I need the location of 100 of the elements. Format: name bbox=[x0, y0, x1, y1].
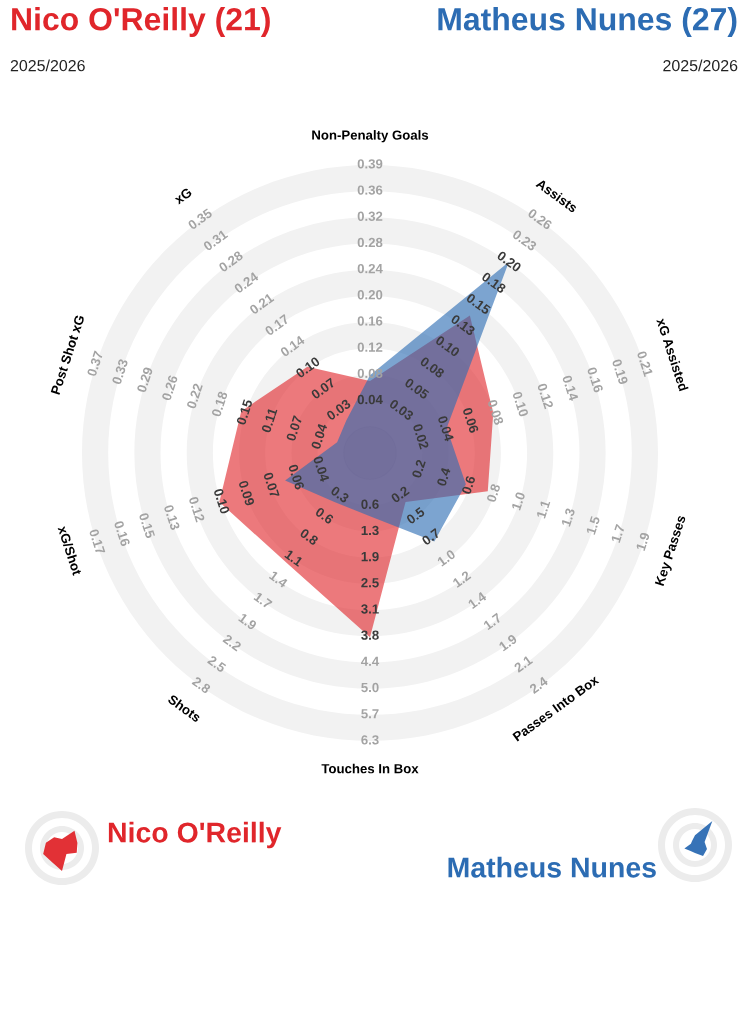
text: 1.7 bbox=[483, 612, 503, 631]
text: 0.18 bbox=[211, 390, 228, 418]
text: 2.1 bbox=[513, 655, 534, 673]
text: 0.21 bbox=[248, 292, 275, 315]
text: 0.4 bbox=[436, 466, 451, 487]
text: 0.13 bbox=[450, 313, 476, 337]
text: 0.10 bbox=[295, 356, 321, 379]
text: 2.2 bbox=[222, 633, 242, 652]
text: 0.11 bbox=[261, 407, 278, 434]
spoke-label: Touches In Box bbox=[321, 763, 419, 774]
text: 0.16 bbox=[586, 366, 604, 394]
spoke-label: Post Shot xG bbox=[50, 314, 85, 395]
text: 0.04 bbox=[437, 415, 455, 442]
text: 0.02 bbox=[412, 423, 430, 450]
text: 0.06 bbox=[288, 463, 305, 491]
text: 4.4 bbox=[361, 656, 380, 666]
text: 2.4 bbox=[528, 676, 549, 694]
text: 1.9 bbox=[238, 612, 258, 631]
text: 1.9 bbox=[498, 633, 518, 652]
text: 0.28 bbox=[357, 237, 383, 248]
text: 0.32 bbox=[357, 211, 383, 221]
text: 2.5 bbox=[361, 578, 379, 588]
text: 0.3 bbox=[330, 485, 350, 504]
text: 0.15 bbox=[138, 512, 156, 539]
text: 0.04 bbox=[313, 455, 330, 483]
text: 0.19 bbox=[611, 358, 629, 385]
text: 0.7 bbox=[421, 528, 441, 546]
text: 0.37 bbox=[86, 350, 104, 377]
text: 2025/2026 bbox=[663, 59, 738, 72]
text: 0.2 bbox=[390, 485, 410, 504]
text: 1.7 bbox=[253, 591, 273, 610]
text: Matheus Nunes (27) bbox=[438, 7, 737, 37]
text: 1.4 bbox=[268, 570, 289, 589]
text: 1.5 bbox=[586, 515, 601, 535]
text: Matheus Nunes bbox=[448, 856, 656, 878]
text: 0.39 bbox=[357, 159, 383, 169]
text: 0.14 bbox=[279, 335, 306, 358]
text: 0.6 bbox=[361, 499, 379, 509]
text: 0.29 bbox=[136, 366, 154, 393]
text: 1.7 bbox=[611, 523, 625, 543]
text: 0.12 bbox=[537, 382, 554, 410]
legend-label: Nico O'Reilly bbox=[108, 821, 282, 849]
text: 5.7 bbox=[361, 709, 379, 719]
spoke-label: xG bbox=[173, 187, 193, 205]
text: 0.24 bbox=[357, 263, 383, 274]
text: 0.08 bbox=[487, 399, 504, 426]
text: 0.07 bbox=[285, 415, 303, 442]
text: 3.8 bbox=[361, 630, 379, 640]
text: 0.07 bbox=[263, 471, 280, 499]
text: 0.6 bbox=[314, 506, 335, 525]
text: 0.24 bbox=[233, 271, 260, 294]
text: 0.16 bbox=[357, 316, 383, 326]
text: 0.15 bbox=[465, 292, 492, 315]
text: 0.04 bbox=[310, 422, 328, 450]
text: 0.5 bbox=[405, 506, 426, 525]
text: 0.07 bbox=[310, 377, 336, 400]
text: 0.23 bbox=[511, 229, 538, 252]
text: 0.12 bbox=[188, 496, 206, 523]
text: 0.22 bbox=[186, 382, 203, 410]
text: 1.3 bbox=[561, 507, 576, 527]
text: 0.17 bbox=[88, 528, 106, 555]
text: 1.0 bbox=[436, 549, 457, 567]
text: 0.10 bbox=[434, 335, 461, 358]
text: 1.1 bbox=[536, 499, 551, 519]
text: 0.09 bbox=[238, 479, 255, 507]
text: 0.04 bbox=[357, 394, 383, 405]
text: 0.15 bbox=[236, 398, 253, 426]
text: 1.9 bbox=[361, 551, 379, 562]
text: 0.03 bbox=[325, 398, 352, 421]
text: 0.18 bbox=[481, 271, 507, 294]
text: 0.31 bbox=[202, 229, 229, 252]
text: 0.12 bbox=[357, 342, 383, 352]
text: 2.8 bbox=[191, 676, 212, 695]
spoke-label: Non-Penalty Goals bbox=[312, 130, 429, 143]
text: 0.16 bbox=[113, 520, 131, 547]
text: 0.06 bbox=[462, 407, 479, 434]
text: 0.10 bbox=[213, 488, 230, 515]
text: 0.26 bbox=[161, 374, 178, 402]
text: 2.5 bbox=[207, 655, 227, 673]
text: 0.14 bbox=[562, 374, 579, 402]
text: 0.35 bbox=[187, 208, 213, 231]
text: 0.8 bbox=[486, 483, 501, 503]
text: 0.21 bbox=[636, 350, 654, 377]
text: 0.13 bbox=[163, 504, 181, 531]
chart-title: Nico O'Reilly (21) bbox=[12, 7, 270, 37]
text: 0.17 bbox=[264, 314, 290, 337]
text: 1.0 bbox=[511, 491, 526, 511]
text: 0.20 bbox=[496, 250, 522, 273]
text: 0.20 bbox=[357, 290, 383, 300]
text: 0.05 bbox=[404, 377, 430, 400]
text: 6.3 bbox=[361, 735, 379, 745]
chart-subtitle: 2025/2026 bbox=[10, 59, 85, 72]
text: 0.2 bbox=[411, 459, 426, 479]
text: 1.9 bbox=[635, 531, 650, 551]
text: 0.03 bbox=[388, 398, 415, 421]
text: 0.36 bbox=[357, 185, 383, 195]
spoke-label: Key Passes bbox=[654, 514, 689, 587]
text: 0.08 bbox=[419, 356, 446, 379]
text: 0.10 bbox=[512, 390, 529, 418]
text: 5.0 bbox=[361, 682, 379, 693]
